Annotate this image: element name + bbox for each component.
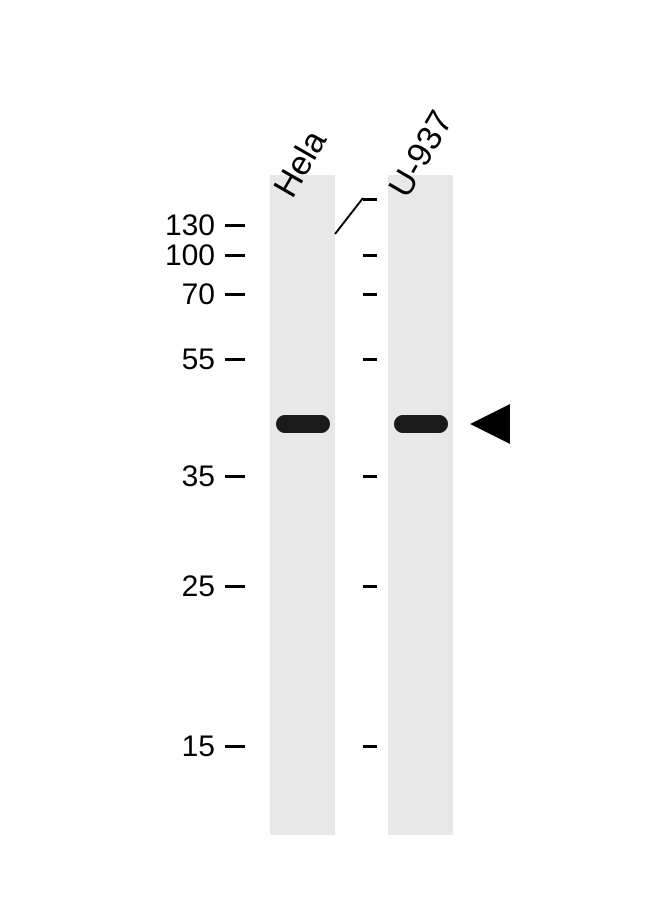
band-hela [276,415,330,433]
ladder-tick-25-left [225,585,245,588]
ladder-tick-35-right [363,475,377,478]
ladder-25: 25 [155,570,215,604]
lane-u937 [388,175,453,835]
ladder-tick-25-right [363,585,377,588]
ladder-100: 100 [155,239,215,273]
lane-hela [270,175,335,835]
ladder-tick-130-left [225,224,245,227]
ladder-tick-55-left [225,358,245,361]
ladder-tick-130-right [363,198,377,201]
ladder-70: 70 [155,278,215,312]
ladder-130: 130 [155,209,215,243]
ladder-tick-100-left [225,254,245,257]
ladder-15: 15 [155,730,215,764]
ladder-tick-55-right [363,358,377,361]
ladder-tick-15-right [363,745,377,748]
target-arrow-icon [470,404,515,444]
ladder-tick-15-left [225,745,245,748]
ladder-55: 55 [155,343,215,377]
ladder-tick-100-right [363,254,377,257]
ladder-35: 35 [155,460,215,494]
band-u937 [394,415,448,433]
ladder-tick-70-left [225,293,245,296]
ladder-tick-70-right [363,293,377,296]
western-blot-figure: Hela U-937 130 100 70 55 35 25 15 [0,0,650,921]
ladder-tick-35-left [225,475,245,478]
